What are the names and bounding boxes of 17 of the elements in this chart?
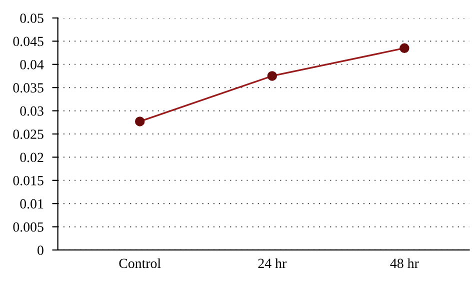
y-tick-label: 0.01 [20, 199, 44, 209]
y-tick-label: 0.035 [13, 83, 44, 93]
y-tick-label: 0.04 [20, 60, 44, 70]
x-tick-label: Control [119, 258, 161, 268]
y-tick-label: 0 [38, 246, 44, 255]
y-tick-label: 0.005 [13, 222, 44, 232]
y-tick-label: 0.03 [20, 106, 44, 116]
x-tick-label: 24 hr [258, 258, 286, 268]
y-tick-label: 0.05 [20, 14, 44, 23]
y-tick-label: 0.02 [20, 152, 44, 162]
y-tick-label: 0.045 [13, 36, 44, 46]
point [400, 43, 410, 53]
x-tick-label: 48 hr [390, 258, 419, 268]
y-tick-label: 0.025 [13, 130, 44, 139]
point [267, 71, 278, 81]
y-tick-label: 0.015 [13, 176, 44, 186]
point [134, 116, 145, 126]
